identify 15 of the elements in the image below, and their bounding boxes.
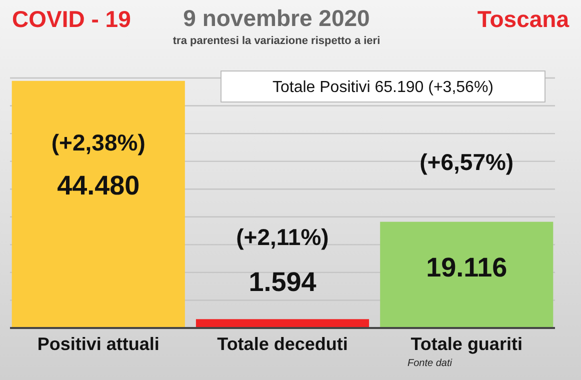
- data-label: 1.594: [248, 267, 316, 298]
- data-label: 19.116: [426, 252, 508, 282]
- x-tick-label: Positivi attuali: [37, 334, 160, 354]
- annotation: Totale Positivi 65.190 (+3,56%): [272, 79, 494, 96]
- data-label: 44.480: [57, 170, 140, 201]
- x-tick-label: Totale guariti: [410, 334, 522, 354]
- x-tick-label: Totale deceduti: [217, 334, 348, 354]
- annotation: (+2,11%): [236, 224, 329, 250]
- annotation: (+6,57%): [420, 148, 514, 175]
- text: Toscana: [477, 6, 570, 32]
- text: COVID - 19: [12, 6, 131, 32]
- chart-title: 9 novembre 2020: [183, 5, 370, 31]
- annotation: (+2,38%): [51, 130, 146, 156]
- chart-subtitle: tra parentesi la variazione rispetto a ieri: [172, 35, 380, 47]
- source-note: Fonte dati: [408, 358, 453, 369]
